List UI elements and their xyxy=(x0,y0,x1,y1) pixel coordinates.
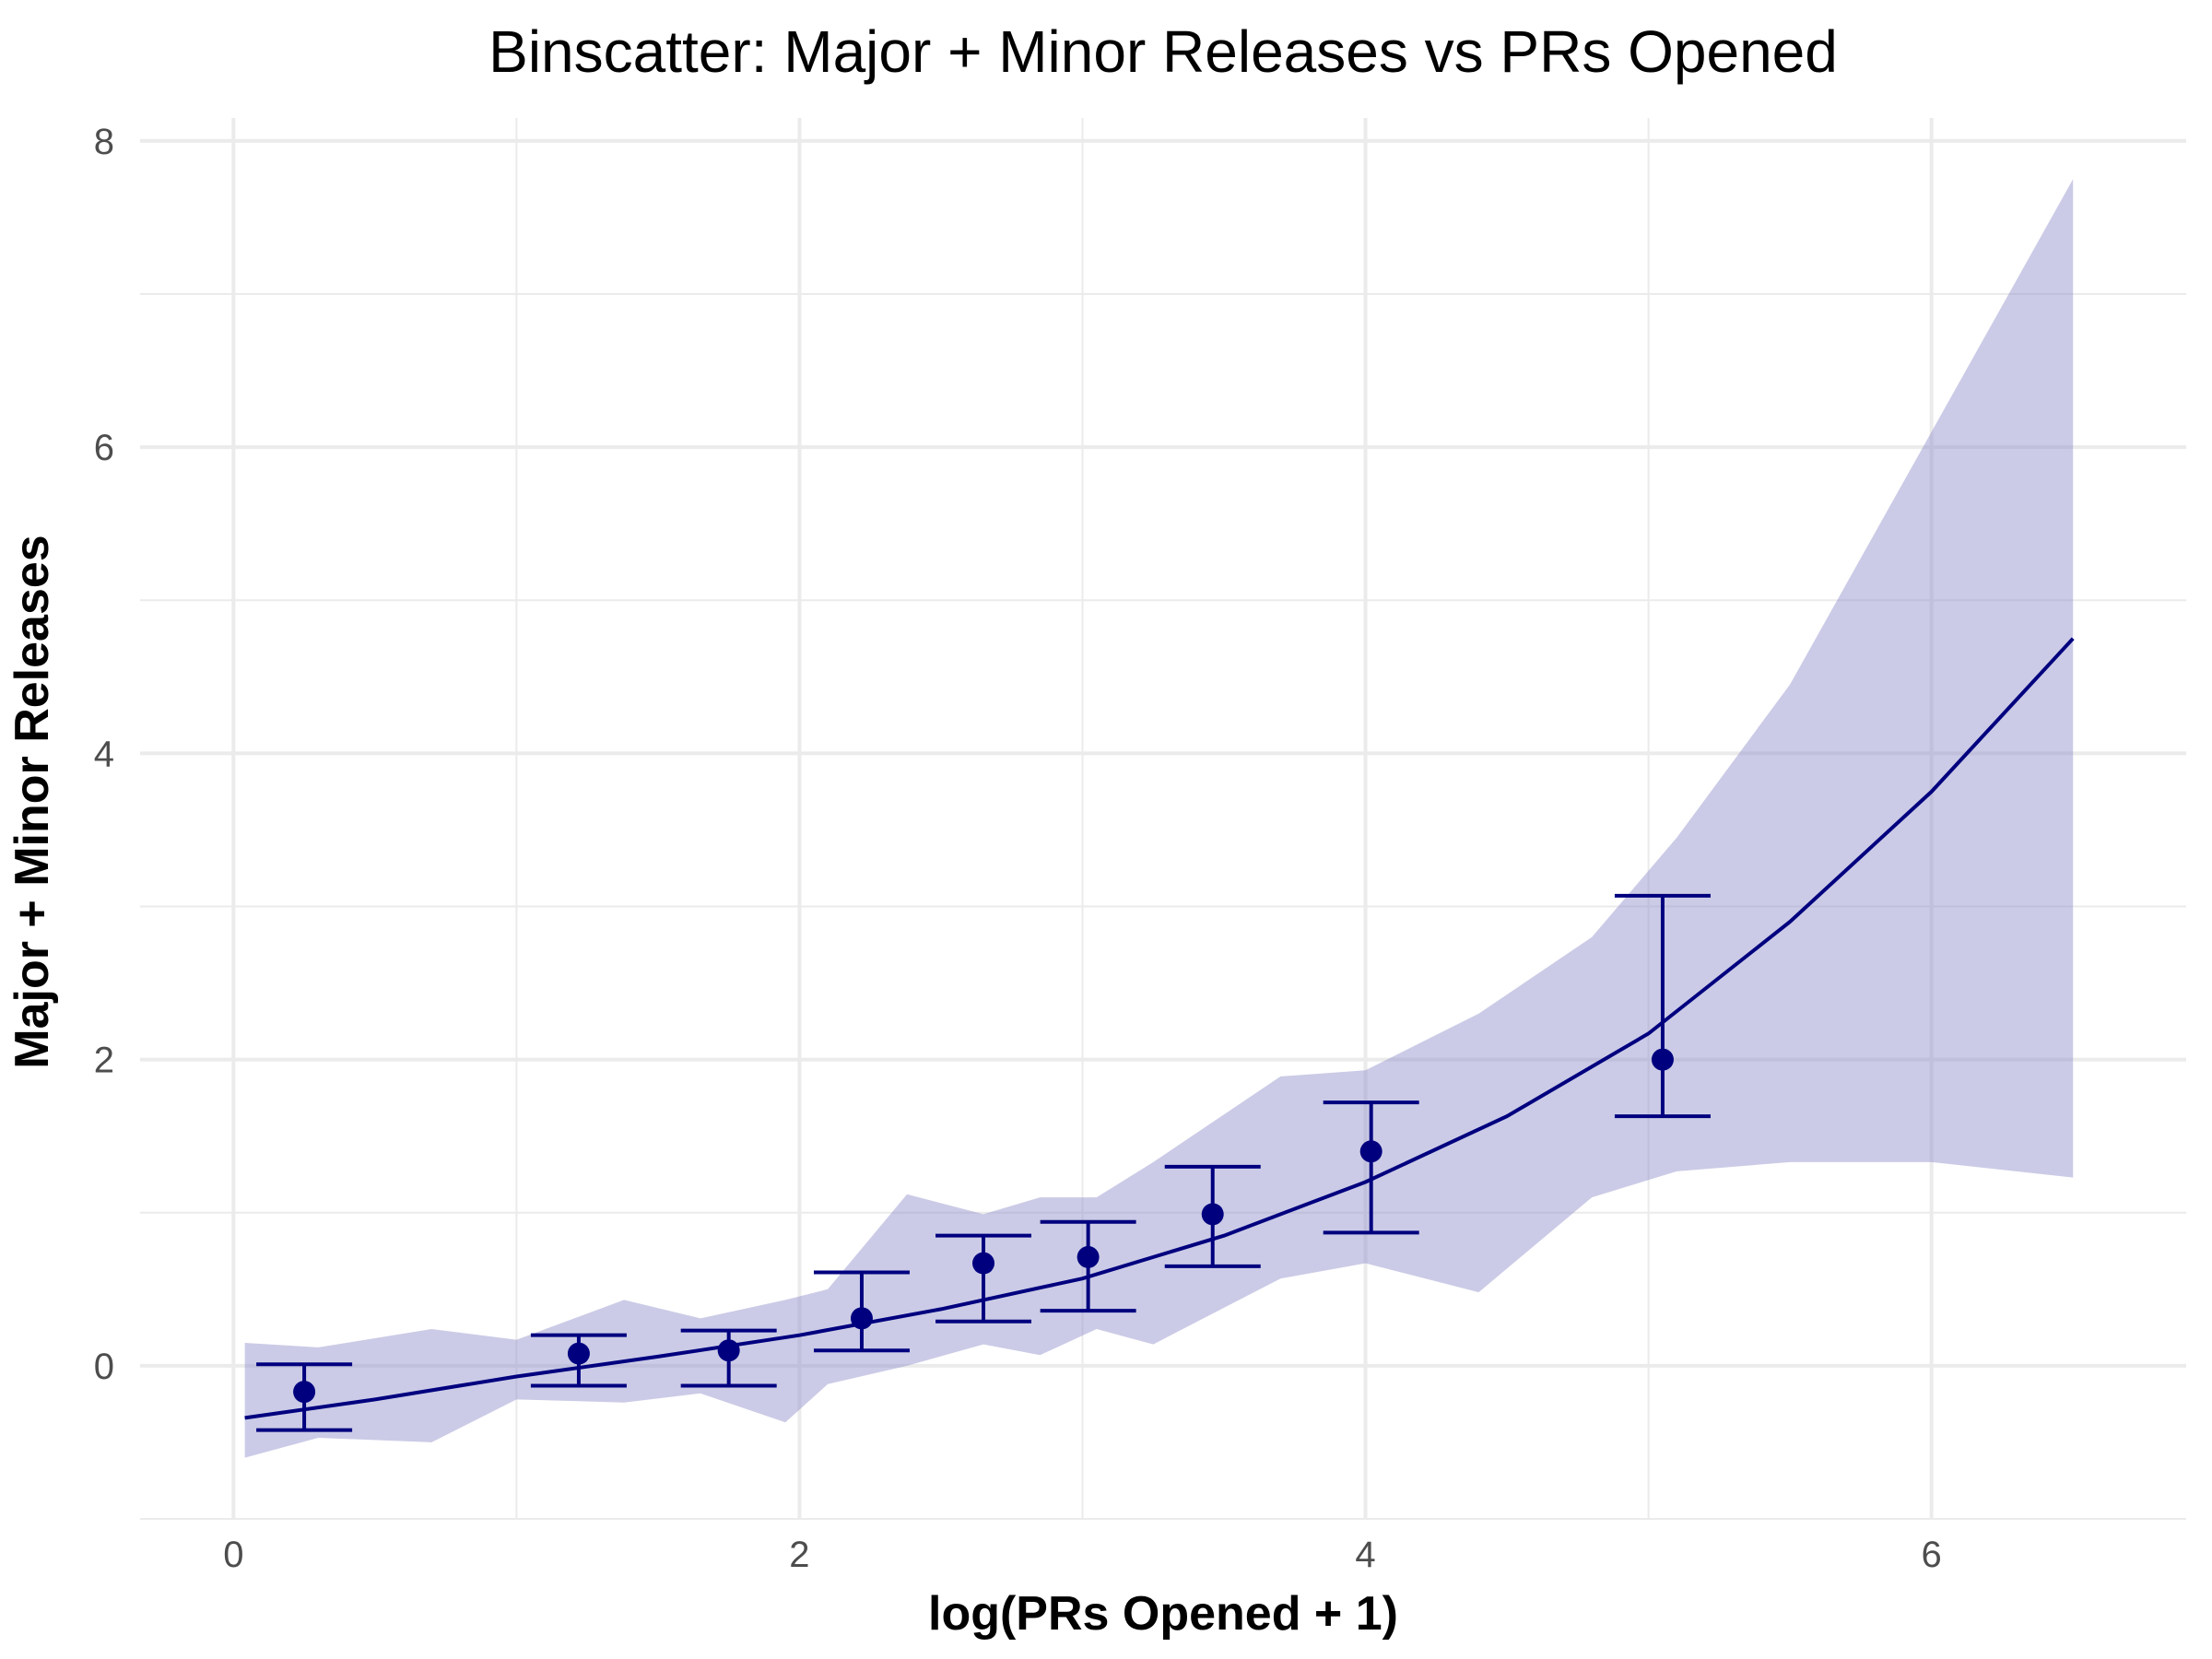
fit-line-layer xyxy=(244,637,2075,1420)
grid-layer xyxy=(140,118,2186,1520)
points-layer xyxy=(293,1048,1674,1404)
x-tick-label: 0 xyxy=(223,1535,243,1575)
confidence-band-layer xyxy=(244,179,2074,1458)
y-tick-label: 0 xyxy=(94,1347,114,1387)
y-axis-title: Major + Minor Releases xyxy=(6,535,59,1068)
x-axis-title: log(PRs Opened + 1) xyxy=(928,1587,1398,1641)
tick-labels-layer: 0 2 4 6 0 2 4 6 8 xyxy=(94,122,1942,1575)
chart-title: Binscatter: Major + Minor Releases vs PR… xyxy=(488,18,1838,85)
fit-line xyxy=(244,637,2075,1420)
data-point xyxy=(293,1381,316,1404)
data-point xyxy=(1359,1140,1382,1163)
x-tick-label: 4 xyxy=(1355,1535,1375,1575)
y-tick-label: 2 xyxy=(94,1041,114,1081)
data-point xyxy=(567,1342,590,1365)
error-bar xyxy=(1614,893,1711,1119)
y-tick-label: 4 xyxy=(94,734,114,774)
data-point xyxy=(717,1339,740,1362)
data-point xyxy=(972,1252,995,1275)
data-point xyxy=(1201,1203,1224,1226)
error-bar xyxy=(1323,1100,1419,1235)
confidence-band xyxy=(244,179,2074,1458)
data-point xyxy=(850,1307,873,1330)
data-point xyxy=(1651,1048,1674,1071)
y-tick-label: 6 xyxy=(94,428,114,468)
data-point xyxy=(1077,1245,1100,1268)
y-tick-label: 8 xyxy=(94,122,114,162)
error-bar xyxy=(935,1233,1032,1324)
x-tick-label: 2 xyxy=(789,1535,809,1575)
x-tick-label: 6 xyxy=(1922,1535,1942,1575)
